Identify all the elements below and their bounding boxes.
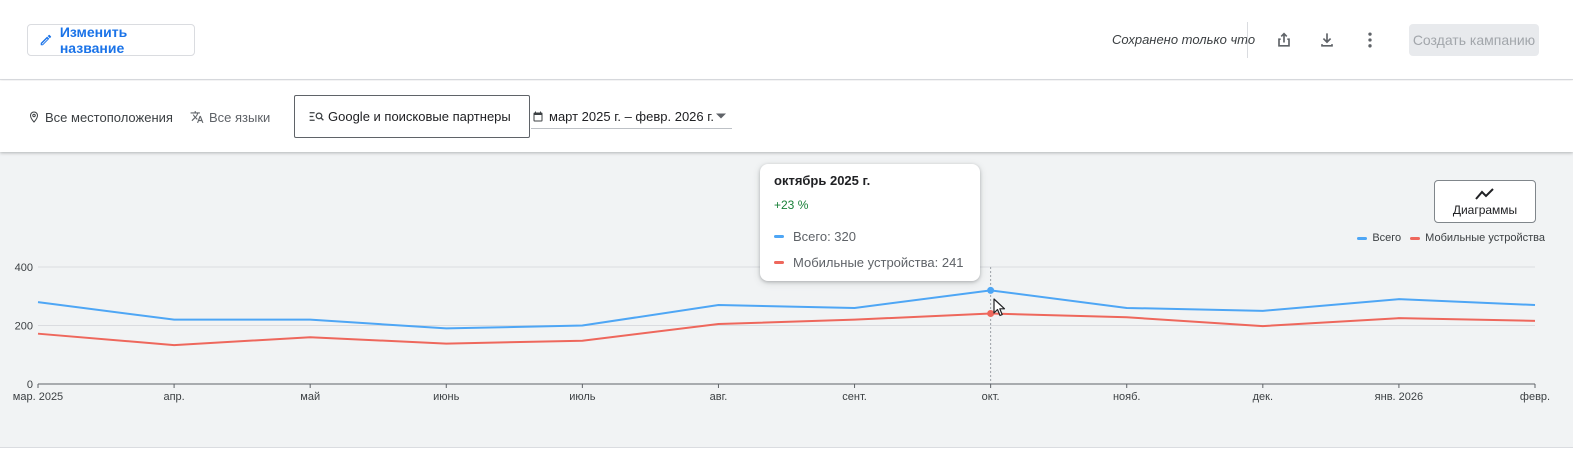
divider (1247, 22, 1248, 58)
series-line-mobile (37, 312, 1536, 347)
x-tick-label: апр. (163, 391, 184, 403)
data-point (987, 286, 995, 294)
network-filter[interactable]: Google и поисковые партнеры (294, 95, 530, 138)
location-filter-label: Все местоположения (45, 109, 173, 125)
x-tick-label: сент. (842, 391, 867, 403)
tooltip-row-label: Мобильные устройства: 241 (793, 255, 964, 270)
x-tick-label: мар. 2025 (13, 391, 63, 403)
y-tick-label: 200 (15, 321, 33, 333)
save-status: Сохранено только что (1112, 32, 1256, 47)
x-tick-label: июль (569, 391, 596, 403)
y-tick-label: 0 (27, 379, 33, 391)
legend-item-total: Всего (1357, 232, 1401, 244)
language-filter[interactable]: Все языки (190, 107, 270, 127)
x-tick-label: авг. (710, 391, 728, 403)
chart-panel: 0 200 400 мар. 2025 апр. май июнь июль авг. сент.… (0, 152, 1573, 448)
language-filter-label: Все языки (209, 109, 271, 125)
calendar-icon (533, 111, 543, 122)
tooltip-row-mobile: Мобильные устройства: 241 (774, 255, 964, 270)
tooltip-row-label: Всего: 320 (793, 229, 857, 244)
share-button[interactable] (1270, 26, 1298, 54)
tooltip-row-total: Всего: 320 (774, 229, 856, 244)
share-icon (1278, 32, 1290, 47)
chart-legend: Всего Мобильные устройства (1348, 232, 1545, 244)
legend-label: Мобильные устройства (1425, 232, 1545, 244)
legend-item-mobile: Мобильные устройства (1410, 232, 1545, 244)
top-toolbar: Изменить название Сохранено только что С… (0, 0, 1573, 80)
x-tick-label: окт. (982, 391, 1000, 403)
series-line-total (37, 289, 1536, 330)
charts-button-label: Диаграммы (1452, 202, 1518, 217)
tooltip-title: октябрь 2025 г. (774, 173, 871, 188)
translate-icon (190, 111, 204, 123)
x-tick-label: дек. (1253, 391, 1273, 403)
more-vert-icon (1368, 32, 1372, 48)
download-button[interactable] (1313, 26, 1341, 54)
x-tick-label: февр. (1520, 391, 1550, 403)
search-list-icon (309, 112, 324, 121)
tooltip-change: +23 % (774, 198, 809, 212)
location-filter[interactable]: Все местоположения (28, 107, 173, 127)
x-tick-label: янв. 2026 (1375, 391, 1423, 403)
create-campaign-button[interactable]: Создать кампанию (1409, 24, 1539, 56)
tooltip-swatch (774, 261, 784, 264)
download-icon (1321, 33, 1333, 47)
filter-bar: Все местоположения Все языки Google и по… (0, 81, 1573, 152)
legend-swatch (1357, 236, 1368, 240)
trending-chart-icon (1475, 187, 1494, 200)
mouse-cursor-icon (993, 298, 1006, 317)
y-tick-label: 400 (15, 262, 33, 274)
x-tick-label: май (300, 391, 320, 403)
charts-button[interactable]: Диаграммы (1434, 180, 1536, 223)
more-options-button[interactable] (1356, 26, 1384, 54)
x-tick-label: нояб. (1113, 391, 1141, 403)
date-range-label: март 2025 г. – февр. 2026 г. (549, 109, 715, 124)
legend-swatch (1410, 236, 1421, 240)
pencil-icon (40, 34, 52, 46)
rename-button[interactable]: Изменить название (27, 24, 195, 56)
data-point (987, 310, 995, 318)
location-pin-icon (29, 111, 39, 123)
x-tick-label: июнь (433, 391, 459, 403)
tooltip-swatch (774, 235, 784, 238)
network-filter-label: Google и поисковые партнеры (328, 109, 511, 124)
rename-button-label: Изменить название (59, 24, 128, 56)
legend-label: Всего (1372, 232, 1402, 244)
dropdown-arrow-icon (716, 113, 726, 119)
chart-tooltip: октябрь 2025 г. +23 % Всего: 320 Мобильн… (760, 164, 980, 281)
date-range-select[interactable]: март 2025 г. – февр. 2026 г. (531, 105, 732, 129)
